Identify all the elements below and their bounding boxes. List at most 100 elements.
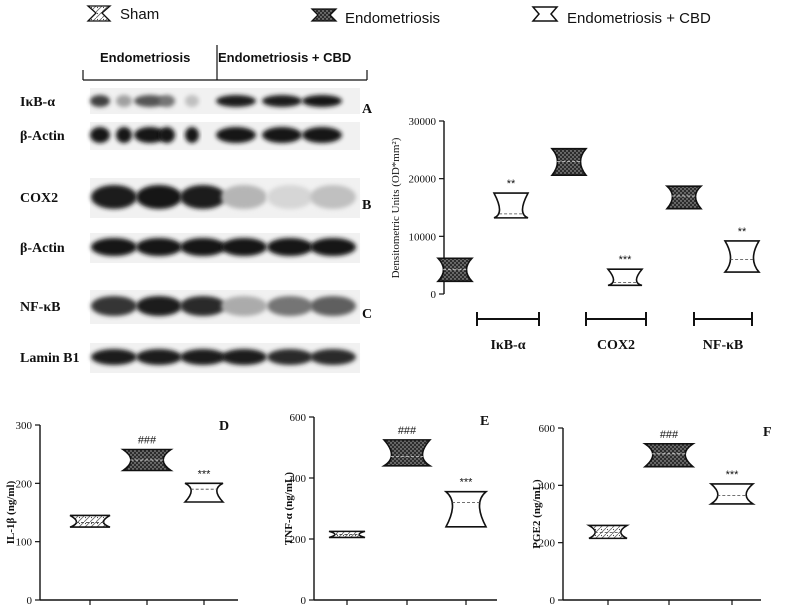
blot-band: [180, 238, 226, 256]
blot-band: [221, 185, 267, 209]
blot-row-label: β-Actin: [20, 129, 65, 144]
blot-band: [91, 185, 137, 209]
panel-letter-b: B: [362, 198, 371, 213]
significance-label: **: [507, 178, 516, 190]
significance-label: ###: [398, 425, 417, 437]
violin-cbd: ***: [443, 477, 489, 528]
legend: Sham Endometriosis Endometriosis + CBD: [86, 5, 711, 27]
pge2-chart: 0 200 400 600 PGE2 (ng/mL) F ### ***: [531, 423, 772, 607]
y-tick-label: 200: [290, 534, 307, 546]
blot-row-label: NF-κB: [20, 300, 60, 315]
violin-endo: ###: [120, 435, 174, 472]
blot-band: [221, 296, 267, 316]
violin-body: [492, 192, 530, 219]
violin-body: [443, 490, 489, 528]
western-blot: Endometriosis Endometriosis + CBD IκB-α A…: [20, 45, 373, 373]
violin-cbd: ***: [183, 468, 225, 503]
violin-cox2-endo: [550, 147, 588, 177]
blot-band: [116, 95, 132, 107]
violin-nf-b-cbd: **: [723, 226, 761, 273]
violin-sham: [69, 514, 111, 528]
significance-label: ###: [138, 435, 157, 447]
panel-letter-f: F: [763, 425, 772, 440]
blot-band: [91, 349, 137, 365]
violin-body: [69, 514, 111, 528]
y-tick-label: 0: [431, 289, 437, 301]
blot-band: [90, 127, 110, 143]
blot-band: [136, 238, 182, 256]
y-tick-label: 100: [16, 537, 33, 549]
y-tick-label: 0: [301, 595, 307, 607]
blot-row-lamin-b1: Lamin B1: [20, 343, 360, 373]
violin-body: [606, 268, 644, 287]
y-tick-label: 400: [539, 480, 556, 492]
blot-band: [136, 185, 182, 209]
blot-group-label-endometriosis-cbd: Endometriosis + CBD: [218, 50, 351, 65]
y-tick-label: 200: [16, 478, 33, 490]
violin-i-b-endo: [436, 257, 474, 283]
violin-body: [708, 483, 756, 505]
blot-row-label: Lamin B1: [20, 351, 80, 366]
blot-band: [180, 296, 226, 316]
blot-band: [302, 95, 342, 107]
violin-i-b-cbd: **: [492, 178, 530, 219]
blot-band: [267, 349, 313, 365]
blot-band: [216, 127, 256, 143]
legend-swatch-endometriosis-cbd: [531, 6, 559, 22]
blot-band: [267, 296, 313, 316]
blot-band: [159, 95, 175, 107]
blot-row-i-b: IκB-α A: [20, 88, 373, 117]
violin-sham: [328, 530, 366, 539]
violin-endo: ###: [642, 429, 696, 468]
blot-band: [136, 296, 182, 316]
blot-band: [90, 95, 110, 107]
violin-body: [550, 147, 588, 177]
tnfa-chart: 0 200 400 600 TNF-α (ng/mL) E ### ***: [283, 412, 497, 607]
y-tick-label: 200: [539, 538, 556, 550]
group-label-nf-b: NF-κB: [703, 338, 743, 353]
violin-body: [664, 185, 704, 210]
y-axis-label: Densitometric Units (OD*mm²): [390, 137, 402, 278]
blot-row-label: β-Actin: [20, 241, 65, 256]
significance-label: **: [738, 226, 747, 238]
blot-band: [221, 349, 267, 365]
violin-body: [723, 240, 761, 273]
y-axis-label: PGE2 (ng/mL): [531, 479, 543, 549]
blot-row-label: IκB-α: [20, 95, 55, 110]
blot-band: [310, 185, 356, 209]
significance-label: ***: [619, 254, 633, 266]
panel-letter-c: C: [362, 307, 372, 322]
violin-body: [183, 482, 225, 503]
y-tick-label: 10000: [409, 231, 437, 243]
blot-band: [267, 185, 313, 209]
y-tick-label: 600: [290, 412, 307, 424]
y-axis-label: TNF-α (ng/mL): [283, 472, 295, 545]
blot-band: [185, 95, 199, 107]
densitometry-chart: 0 10000 20000 30000 Densitometric Units (OD*…: [390, 116, 761, 353]
blot-band: [185, 127, 199, 143]
blot-row-actin: β-Actin: [20, 122, 360, 150]
blot-band: [180, 349, 226, 365]
blot-band: [310, 349, 356, 365]
blot-band: [159, 127, 175, 143]
blot-row-nf-b: NF-κB C: [20, 290, 372, 324]
group-bracket-nf-b: NF-κB: [693, 312, 753, 353]
violin-cox2-cbd: ***: [606, 254, 644, 287]
blot-band: [91, 296, 137, 316]
blot-band: [310, 296, 356, 316]
legend-label-endometriosis: Endometriosis: [345, 10, 440, 27]
group-label-cox2: COX2: [597, 338, 635, 353]
blot-band: [91, 238, 137, 256]
y-tick-label: 400: [290, 473, 307, 485]
blot-band: [116, 127, 132, 143]
legend-label-endometriosis-cbd: Endometriosis + CBD: [567, 10, 711, 27]
legend-item-endometriosis-cbd: Endometriosis + CBD: [531, 6, 711, 27]
group-label-i-b: IκB-α: [490, 338, 525, 353]
blot-band: [310, 238, 356, 256]
blot-row-cox2: COX2 B: [20, 178, 371, 218]
blot-row-actin: β-Actin: [20, 233, 360, 263]
y-tick-label: 0: [27, 595, 33, 607]
blot-band: [134, 127, 166, 143]
blot-band: [216, 95, 256, 107]
